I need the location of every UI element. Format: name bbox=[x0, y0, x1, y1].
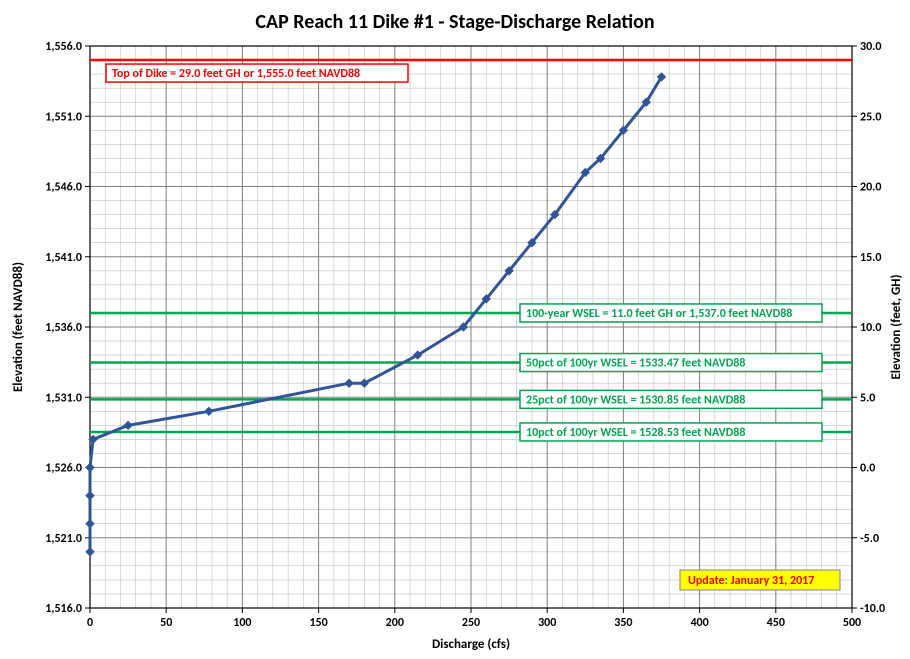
y-right-axis-label: Elevation (feet, GH) bbox=[889, 274, 904, 379]
tick-label-y-left: 1,556.0 bbox=[45, 40, 82, 54]
tick-label-y-left: 1,516.0 bbox=[45, 602, 82, 616]
tick-label-x: 0 bbox=[87, 616, 93, 630]
annotation-10pct-text: 10pct of 100yr WSEL = 1528.53 feet NAVD8… bbox=[526, 426, 745, 440]
tick-label-x: 100 bbox=[233, 616, 251, 630]
tick-label-y-right: 20.0 bbox=[860, 181, 881, 195]
tick-label-y-right: 0.0 bbox=[860, 462, 875, 476]
annotation-25pct-text: 25pct of 100yr WSEL = 1530.85 feet NAVD8… bbox=[526, 393, 745, 407]
update-text: Update: January 31, 2017 bbox=[688, 574, 814, 588]
chart-svg: 0 50 100 150 200 250 300 350 400 450 500 1,516.0 1,5… bbox=[0, 0, 910, 659]
tick-label-y-right: -5.0 bbox=[860, 532, 879, 546]
tick-label-y-right: -10.0 bbox=[860, 602, 885, 616]
annotation-50pct-text: 50pct of 100yr WSEL = 1533.47 feet NAVD8… bbox=[526, 357, 745, 371]
tick-label-x: 250 bbox=[462, 616, 480, 630]
tick-label-y-left: 1,536.0 bbox=[45, 321, 82, 335]
x-axis-label: Discharge (cfs) bbox=[432, 637, 510, 652]
tick-label-y-left: 1,521.0 bbox=[45, 532, 82, 546]
annotation-100yr-text: 100-year WSEL = 11.0 feet GH or 1,537.0 … bbox=[526, 307, 792, 321]
tick-label-x: 300 bbox=[538, 616, 556, 630]
tick-label-y-left: 1,551.0 bbox=[45, 110, 82, 124]
tick-label-y-left: 1,526.0 bbox=[45, 462, 82, 476]
tick-label-x: 450 bbox=[767, 616, 785, 630]
tick-label-y-right: 25.0 bbox=[860, 110, 881, 124]
tick-label-x: 350 bbox=[614, 616, 632, 630]
tick-label-y-left: 1,531.0 bbox=[45, 391, 82, 405]
annotation-top-of-dike-text: Top of Dike = 29.0 feet GH or 1,555.0 fe… bbox=[112, 67, 360, 81]
tick-label-y-left: 1,546.0 bbox=[45, 181, 82, 195]
tick-label-y-left: 1,541.0 bbox=[45, 251, 82, 265]
chart-container: 0 50 100 150 200 250 300 350 400 450 500 1,516.0 1,5… bbox=[0, 0, 910, 659]
tick-label-x: 50 bbox=[160, 616, 172, 630]
tick-label-y-right: 15.0 bbox=[860, 251, 881, 265]
tick-label-y-right: 10.0 bbox=[860, 321, 881, 335]
y-left-axis-label: Elevation (feet NAVD88) bbox=[11, 262, 26, 392]
tick-label-y-right: 30.0 bbox=[860, 40, 881, 54]
chart-title: CAP Reach 11 Dike #1 - Stage-Discharge R… bbox=[255, 10, 654, 34]
tick-label-y-right: 5.0 bbox=[860, 391, 875, 405]
tick-label-x: 200 bbox=[386, 616, 404, 630]
tick-label-x: 500 bbox=[843, 616, 861, 630]
tick-label-x: 400 bbox=[690, 616, 708, 630]
tick-label-x: 150 bbox=[309, 616, 327, 630]
